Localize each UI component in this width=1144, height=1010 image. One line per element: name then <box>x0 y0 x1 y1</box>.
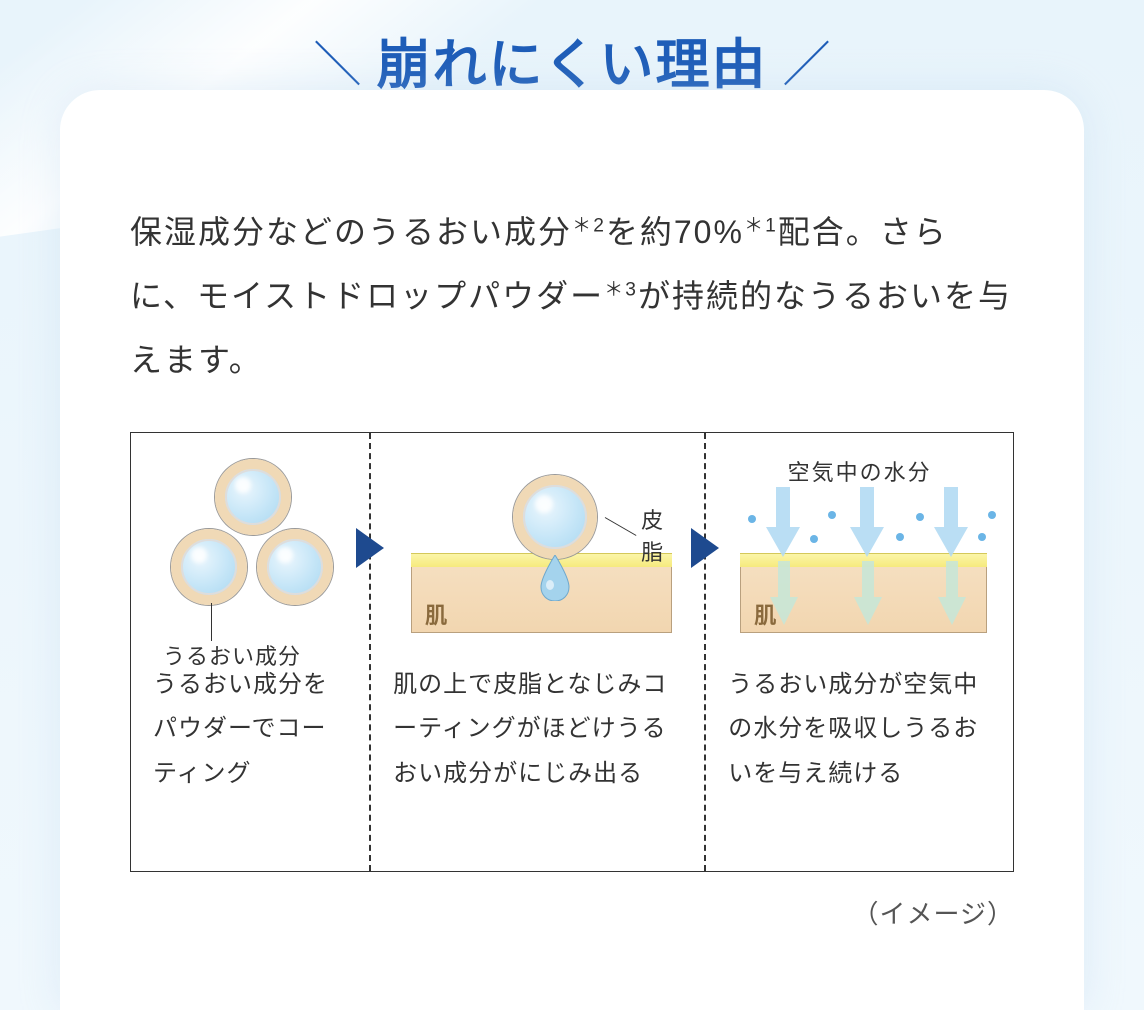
desc-part: を約70% <box>606 214 744 250</box>
panel-1-sphere-label: うるおい成分 <box>163 639 301 671</box>
panel-2-caption: 肌の上で皮脂となじみコーティングがほどけうるおい成分がにじみ出る <box>393 663 682 796</box>
panel-1-illustration: うるおい成分 <box>153 453 347 663</box>
moisture-dot-icon <box>978 533 986 541</box>
arrow-right-icon <box>356 528 384 568</box>
panel-3-illustration: 空気中の水分 肌 <box>728 453 991 663</box>
title-banner: ＼ 崩れにくい理由 ／ <box>0 20 1144 99</box>
arrow-right-icon <box>691 528 719 568</box>
moisture-dot-icon <box>896 533 904 541</box>
diagram-panel-3: 空気中の水分 肌 <box>704 433 1013 871</box>
desc-sup: ＊1 <box>744 215 778 236</box>
moisture-dot-icon <box>916 513 924 521</box>
title-text: 崩れにくい理由 <box>377 20 768 99</box>
desc-sup: ＊2 <box>572 215 606 236</box>
moisture-dot-icon <box>810 535 818 543</box>
footnote-text: （イメージ） <box>130 894 1014 931</box>
desc-part: 保湿成分などのうるおい成分 <box>130 214 572 250</box>
slash-left-icon: ＼ <box>314 25 362 95</box>
arrow-down-icon <box>850 487 884 557</box>
sphere-icon <box>513 475 597 559</box>
sphere-icon <box>257 529 333 605</box>
arrow-down-icon <box>770 561 798 625</box>
panel-1-caption: うるおい成分をパウダーでコーティング <box>153 663 347 796</box>
diagram-panel-2: 肌 皮脂 肌の上で皮脂となじみコーティングがほどけうるおい成分がにじみ出る <box>369 433 704 871</box>
leader-line-icon <box>605 517 637 536</box>
slash-right-icon: ／ <box>782 25 830 95</box>
sphere-icon <box>215 459 291 535</box>
panel-2-illustration: 肌 皮脂 <box>393 453 682 663</box>
arrow-down-icon <box>766 487 800 557</box>
desc-sup: ＊3 <box>604 279 638 300</box>
diagram-panel-1: うるおい成分 うるおい成分をパウダーでコーティング <box>131 433 369 871</box>
moisture-dot-icon <box>828 511 836 519</box>
sphere-icon <box>171 529 247 605</box>
arrow-down-icon <box>934 487 968 557</box>
content-card: 保湿成分などのうるおい成分＊2を約70%＊1配合。さらに、モイストドロップパウダ… <box>60 90 1084 1010</box>
panel-2-sebum-label: 皮脂 <box>641 503 682 567</box>
diagram-container: うるおい成分 うるおい成分をパウダーでコーティング 肌 皮脂 肌の上で皮脂となじ… <box>130 432 1014 872</box>
moisture-dot-icon <box>748 515 756 523</box>
panel-2-skin-label: 肌 <box>425 598 447 630</box>
arrow-down-icon <box>854 561 882 625</box>
arrow-down-icon <box>938 561 966 625</box>
description-text: 保湿成分などのうるおい成分＊2を約70%＊1配合。さらに、モイストドロップパウダ… <box>130 200 1014 392</box>
droplet-icon <box>539 555 571 601</box>
moisture-dot-icon <box>988 511 996 519</box>
panel-3-caption: うるおい成分が空気中の水分を吸収しうるおいを与え続ける <box>728 663 991 796</box>
leader-line-icon <box>211 603 212 641</box>
panel-3-top-label: 空気中の水分 <box>728 455 991 487</box>
